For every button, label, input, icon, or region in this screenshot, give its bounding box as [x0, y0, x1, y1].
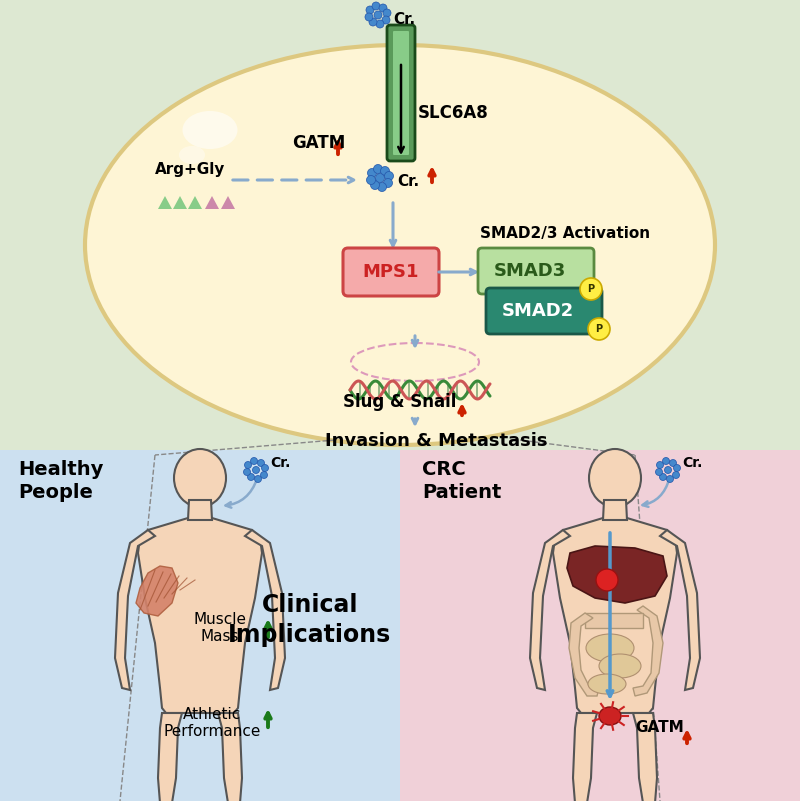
Bar	[0, 0, 800, 450]
Ellipse shape	[586, 634, 634, 662]
Circle shape	[261, 472, 267, 478]
Circle shape	[659, 473, 666, 481]
Circle shape	[670, 460, 677, 466]
Circle shape	[258, 460, 265, 466]
Ellipse shape	[599, 707, 621, 725]
Circle shape	[385, 171, 394, 180]
Ellipse shape	[182, 111, 238, 149]
Ellipse shape	[85, 45, 715, 445]
Circle shape	[374, 164, 382, 174]
Circle shape	[366, 6, 374, 14]
Ellipse shape	[588, 674, 626, 694]
Circle shape	[588, 318, 610, 340]
Polygon shape	[158, 196, 172, 209]
FancyBboxPatch shape	[387, 25, 415, 161]
Circle shape	[245, 461, 251, 469]
Polygon shape	[245, 530, 285, 690]
Text: SLC6A8: SLC6A8	[418, 104, 489, 122]
Circle shape	[596, 569, 618, 591]
Circle shape	[674, 465, 681, 472]
Circle shape	[383, 9, 391, 17]
Circle shape	[381, 167, 390, 175]
Circle shape	[665, 466, 671, 473]
FancyBboxPatch shape	[343, 248, 439, 296]
Circle shape	[372, 2, 380, 10]
Circle shape	[366, 175, 375, 184]
FancyBboxPatch shape	[478, 248, 594, 294]
Polygon shape	[633, 606, 663, 696]
Polygon shape	[567, 546, 667, 603]
Polygon shape	[158, 713, 182, 801]
Circle shape	[379, 4, 387, 12]
Text: GATM: GATM	[292, 134, 346, 152]
Polygon shape	[205, 196, 219, 209]
Circle shape	[253, 466, 259, 473]
Ellipse shape	[599, 654, 641, 678]
Circle shape	[370, 180, 379, 190]
Polygon shape	[188, 500, 212, 520]
FancyBboxPatch shape	[486, 288, 602, 334]
Circle shape	[250, 457, 258, 465]
Polygon shape	[173, 196, 187, 209]
Circle shape	[655, 469, 662, 476]
Text: P: P	[595, 324, 602, 334]
Circle shape	[374, 11, 382, 19]
Ellipse shape	[589, 449, 641, 507]
Circle shape	[382, 16, 390, 24]
Polygon shape	[585, 613, 643, 628]
Circle shape	[369, 18, 377, 26]
Circle shape	[262, 465, 269, 472]
Circle shape	[376, 20, 384, 28]
Polygon shape	[115, 530, 155, 690]
Ellipse shape	[174, 449, 226, 507]
FancyBboxPatch shape	[393, 31, 409, 155]
Text: Cr.: Cr.	[397, 174, 419, 189]
Text: Healthy
People: Healthy People	[18, 460, 103, 502]
Text: SMAD2/3 Activation: SMAD2/3 Activation	[480, 226, 650, 241]
Circle shape	[367, 168, 377, 178]
Text: SMAD3: SMAD3	[494, 262, 566, 280]
Circle shape	[673, 472, 679, 478]
Text: Cr.: Cr.	[682, 456, 702, 470]
Polygon shape	[660, 530, 700, 690]
Polygon shape	[633, 713, 657, 801]
Text: Slug & Snail: Slug & Snail	[343, 393, 456, 411]
Text: P: P	[587, 284, 594, 294]
Circle shape	[657, 461, 663, 469]
Polygon shape	[603, 500, 627, 520]
Text: MPS1: MPS1	[362, 263, 419, 281]
Text: Cr.: Cr.	[270, 456, 290, 470]
Text: SMAD2: SMAD2	[502, 302, 574, 320]
Bar	[0, 450, 400, 801]
Circle shape	[662, 457, 670, 465]
Ellipse shape	[179, 146, 205, 164]
Polygon shape	[573, 713, 597, 801]
Text: Cr.: Cr.	[393, 12, 415, 27]
Text: GATM: GATM	[635, 720, 684, 735]
Text: CRC
Patient: CRC Patient	[422, 460, 502, 502]
Circle shape	[580, 278, 602, 300]
Polygon shape	[136, 566, 178, 616]
Text: Muscle
Mass: Muscle Mass	[194, 612, 246, 644]
Circle shape	[254, 476, 262, 482]
Text: Arg+Gly: Arg+Gly	[155, 162, 226, 177]
Text: Athletic
Performance: Athletic Performance	[163, 706, 261, 739]
Polygon shape	[188, 196, 202, 209]
Polygon shape	[569, 613, 599, 696]
Circle shape	[378, 183, 386, 191]
Polygon shape	[221, 196, 235, 209]
Text: Clinical
Implications: Clinical Implications	[228, 594, 392, 647]
Polygon shape	[553, 518, 677, 713]
Bar	[400, 450, 800, 801]
Polygon shape	[530, 530, 570, 690]
Polygon shape	[218, 713, 242, 801]
Text: Invasion & Metastasis: Invasion & Metastasis	[325, 432, 547, 450]
Circle shape	[365, 13, 373, 21]
Circle shape	[243, 469, 250, 476]
Polygon shape	[138, 518, 262, 713]
Circle shape	[247, 473, 254, 481]
Circle shape	[666, 476, 674, 482]
Circle shape	[375, 174, 385, 183]
Circle shape	[383, 179, 393, 187]
